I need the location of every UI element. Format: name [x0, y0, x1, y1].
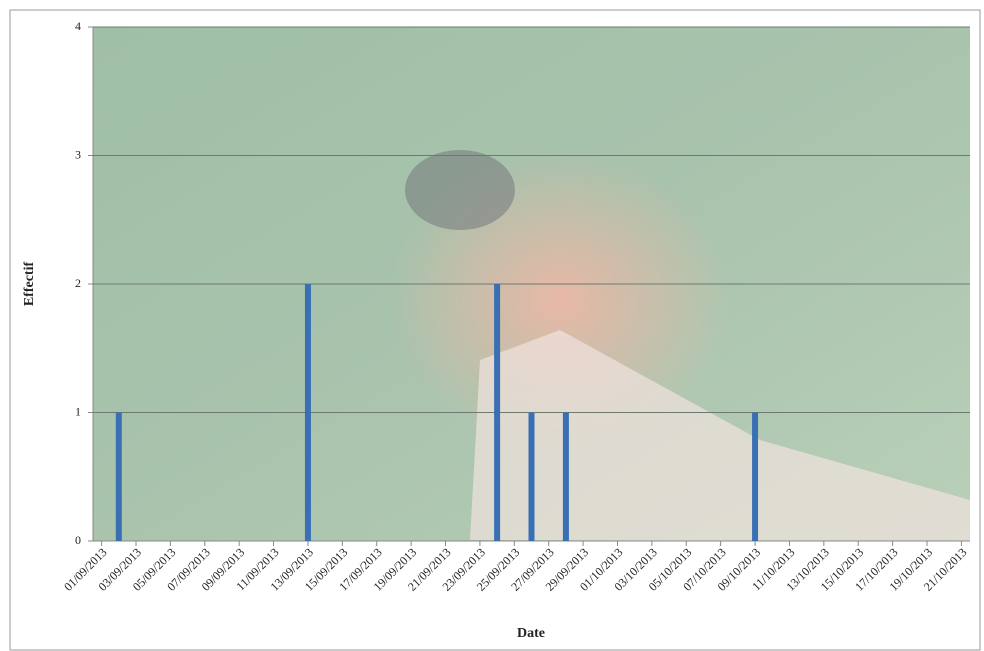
- bar: [528, 412, 535, 541]
- photo-hand: [470, 330, 970, 541]
- bar: [304, 284, 311, 541]
- bar: [115, 412, 122, 541]
- y-tick-label: 0: [75, 533, 81, 547]
- y-tick-label: 3: [75, 147, 81, 161]
- y-tick-label: 2: [75, 276, 81, 290]
- y-tick-label: 1: [75, 404, 81, 418]
- x-axis-title: Date: [517, 626, 545, 641]
- photo-head: [405, 150, 515, 230]
- bar: [752, 412, 759, 541]
- y-axis-title: Effectif: [22, 262, 37, 307]
- bar: [562, 412, 569, 541]
- bar: [494, 284, 501, 541]
- y-tick-label: 4: [75, 19, 81, 33]
